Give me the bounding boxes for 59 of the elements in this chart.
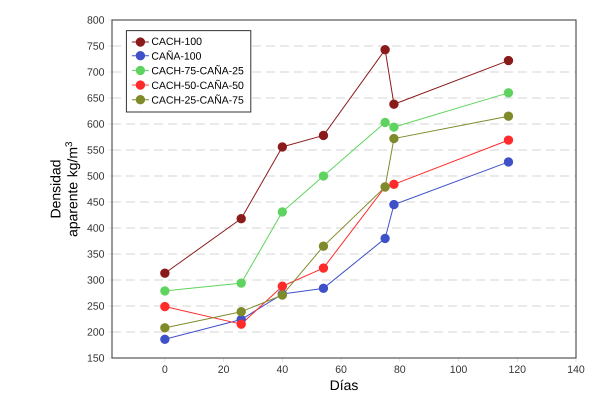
x-tick-label: 80 (394, 366, 406, 373)
point (389, 180, 399, 190)
x-tick-label: 60 (336, 366, 346, 373)
point (380, 44, 390, 54)
x-tick-label: 140 (568, 366, 584, 373)
y-tick-label: 400 (87, 224, 104, 232)
x-axis-title: Días (330, 380, 358, 390)
x-tick-label: 20 (218, 366, 229, 373)
legend-label: CACH-75-CAÑA-25 (152, 65, 244, 74)
point (504, 88, 514, 98)
point (389, 200, 399, 210)
point (318, 242, 328, 251)
point (160, 302, 170, 312)
y-tick-label: 150 (88, 354, 104, 362)
y-tick-label: 700 (88, 68, 104, 76)
point (318, 263, 328, 273)
y-axis-title: Densidad aparente kg/m$^{3}$ (50, 142, 80, 236)
point (236, 320, 246, 329)
point (160, 323, 170, 333)
legend-label: CAÑA-100 (152, 50, 201, 60)
point (504, 135, 514, 145)
point (318, 130, 328, 140)
point (504, 56, 514, 66)
point (236, 307, 246, 316)
x-tick-label: 0 (162, 366, 168, 373)
x-tick-label: 100 (450, 366, 467, 373)
y-tick-label: 300 (87, 276, 104, 284)
point (318, 284, 328, 294)
point (504, 157, 514, 167)
point (389, 100, 399, 109)
point (318, 171, 328, 181)
y-tick-label: 450 (87, 198, 104, 206)
point (160, 268, 170, 278)
point (278, 207, 288, 217)
point (504, 112, 514, 121)
y-tick-label: 350 (87, 250, 104, 258)
point (160, 334, 170, 344)
legend-label: CACH-25-CAÑA-75 (152, 94, 244, 104)
legend-label: CACH-50-CAÑA-50 (152, 80, 244, 90)
y-tick-label: 200 (88, 328, 104, 336)
point (389, 134, 399, 144)
point (278, 282, 288, 291)
point (389, 122, 399, 132)
point (278, 142, 288, 152)
point (380, 234, 390, 244)
y-tick-label: 500 (87, 172, 104, 180)
x-tick-label: 120 (509, 366, 526, 373)
y-tick-label: 750 (88, 42, 104, 50)
point (236, 278, 246, 288)
legend-label: CACH-100 (152, 38, 202, 46)
y-tick-label: 800 (87, 16, 104, 24)
point (380, 118, 390, 128)
y-tick-label: 550 (87, 146, 104, 154)
point (236, 214, 246, 224)
y-tick-label: 650 (88, 94, 104, 102)
point (160, 286, 170, 296)
x-tick-label: 40 (276, 366, 288, 373)
y-tick-label: 250 (88, 302, 104, 310)
y-tick-label: 600 (88, 120, 104, 128)
